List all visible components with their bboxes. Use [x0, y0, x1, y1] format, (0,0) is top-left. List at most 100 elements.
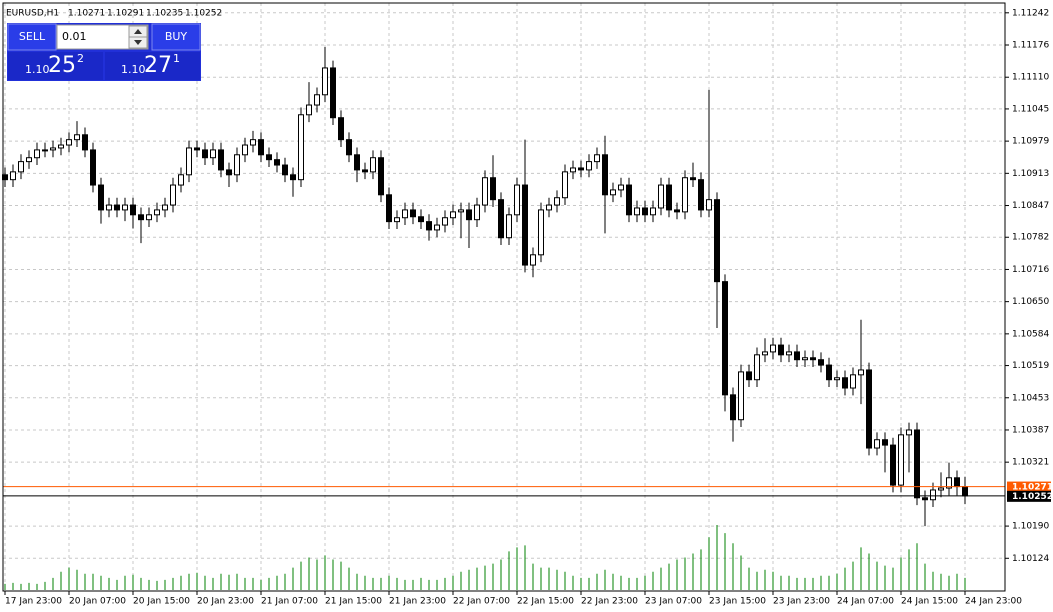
candle-body: [146, 214, 152, 221]
candle-body: [34, 149, 40, 159]
candle-body: [330, 67, 336, 119]
price-lines: [3, 486, 1005, 497]
candle-body: [338, 117, 344, 141]
candle-body: [346, 139, 352, 156]
x-tick-label: 21 Jan 15:00: [325, 597, 382, 607]
candle-body: [418, 216, 424, 223]
candle-body: [914, 429, 920, 499]
candle-body: [98, 184, 104, 211]
candle-body: [570, 167, 576, 173]
candle-body: [242, 144, 248, 156]
candle-body: [514, 184, 520, 216]
price-label: 1.10271: [1012, 483, 1053, 493]
candle-body: [394, 217, 400, 223]
sell-label[interactable]: SELL: [19, 30, 46, 43]
candle-body: [738, 371, 744, 421]
x-tick-label: 17 Jan 23:00: [5, 597, 62, 607]
candle-body: [130, 204, 136, 216]
sell-price-box[interactable]: [8, 52, 103, 80]
candle-body: [866, 369, 872, 449]
candle-body: [410, 209, 416, 218]
candle-body: [962, 486, 968, 497]
candle-body: [602, 154, 608, 196]
sell-small: 2: [77, 52, 84, 65]
candle-body: [298, 114, 304, 181]
candle-body: [138, 214, 144, 221]
candle-body: [562, 171, 568, 199]
price-label: 1.10252: [1012, 492, 1053, 502]
x-tick-label: 24 Jan 23:00: [965, 597, 1022, 607]
candle-body: [210, 149, 216, 159]
candle-body: [26, 157, 32, 163]
candle-body: [642, 207, 648, 216]
trade-panel: SELL 0.01 BUY 1.10 25 2 1.10 27 1: [7, 23, 201, 81]
candle-body: [530, 254, 536, 266]
y-tick-label: 1.10124: [1012, 554, 1049, 564]
x-tick-label: 22 Jan 23:00: [581, 597, 638, 607]
candle-body: [202, 149, 208, 159]
candle-body: [658, 184, 664, 209]
y-tick-label: 1.10782: [1012, 233, 1049, 243]
candle-body: [682, 177, 688, 213]
candle-body: [306, 104, 312, 116]
candle-body: [522, 184, 528, 266]
y-tick-label: 1.10453: [1012, 393, 1049, 403]
candle-body: [362, 169, 368, 173]
x-tick-label: 24 Jan 07:00: [837, 597, 894, 607]
candle-body: [258, 139, 264, 156]
candle-body: [450, 211, 456, 219]
candle-body: [618, 184, 624, 191]
x-tick-label: 20 Jan 15:00: [133, 597, 190, 607]
y-tick-label: 1.10584: [1012, 329, 1049, 339]
candle-body: [938, 487, 944, 491]
y-tick-label: 1.10650: [1012, 297, 1049, 307]
candle-body: [714, 199, 720, 283]
candle-body: [314, 94, 320, 106]
candle-body: [426, 221, 432, 231]
buy-small: 1: [173, 52, 180, 65]
price-label-bg: [1007, 490, 1051, 502]
candle-body: [842, 377, 848, 389]
candle-body: [818, 359, 824, 366]
candle-body: [802, 357, 808, 361]
candle-body: [746, 371, 752, 381]
candle-body: [506, 214, 512, 239]
candle-body: [282, 164, 288, 176]
candle-body: [266, 154, 272, 161]
y-tick-label: 1.11045: [1012, 104, 1049, 114]
sell-prefix: 1.10: [25, 63, 50, 76]
candle-body: [186, 147, 192, 176]
sell-button[interactable]: [7, 23, 57, 51]
lot-value[interactable]: 0.01: [62, 30, 87, 43]
candle-body: [882, 439, 888, 446]
candle-body: [722, 281, 728, 396]
candle-body: [922, 497, 928, 501]
candle-body: [170, 184, 176, 206]
header-close: 1.10252: [185, 9, 222, 19]
buy-prefix: 1.10: [121, 63, 146, 76]
buy-button[interactable]: [151, 23, 201, 51]
candle-body: [42, 149, 48, 152]
candle-body: [402, 209, 408, 219]
candle-body: [178, 174, 184, 186]
candle-body: [322, 67, 328, 96]
y-tick-label: 1.11110: [1012, 73, 1049, 83]
buy-big: 27: [144, 53, 172, 78]
candle-body: [730, 394, 736, 421]
volumes: [4, 525, 966, 590]
x-tick-label: 21 Jan 23:00: [389, 597, 446, 607]
buy-label[interactable]: BUY: [165, 30, 188, 43]
buy-price-box[interactable]: [105, 52, 200, 80]
header-open: 1.10271: [68, 9, 105, 19]
candle-body: [954, 477, 960, 488]
candle-body: [930, 489, 936, 501]
candle-body: [90, 149, 96, 186]
candle-body: [66, 139, 72, 146]
header-high: 1.10291: [107, 9, 144, 19]
candle-body: [354, 154, 360, 171]
candle-body: [898, 434, 904, 486]
candle-body: [850, 374, 856, 389]
candle-body: [610, 189, 616, 196]
y-tick-label: 1.10387: [1012, 425, 1049, 435]
